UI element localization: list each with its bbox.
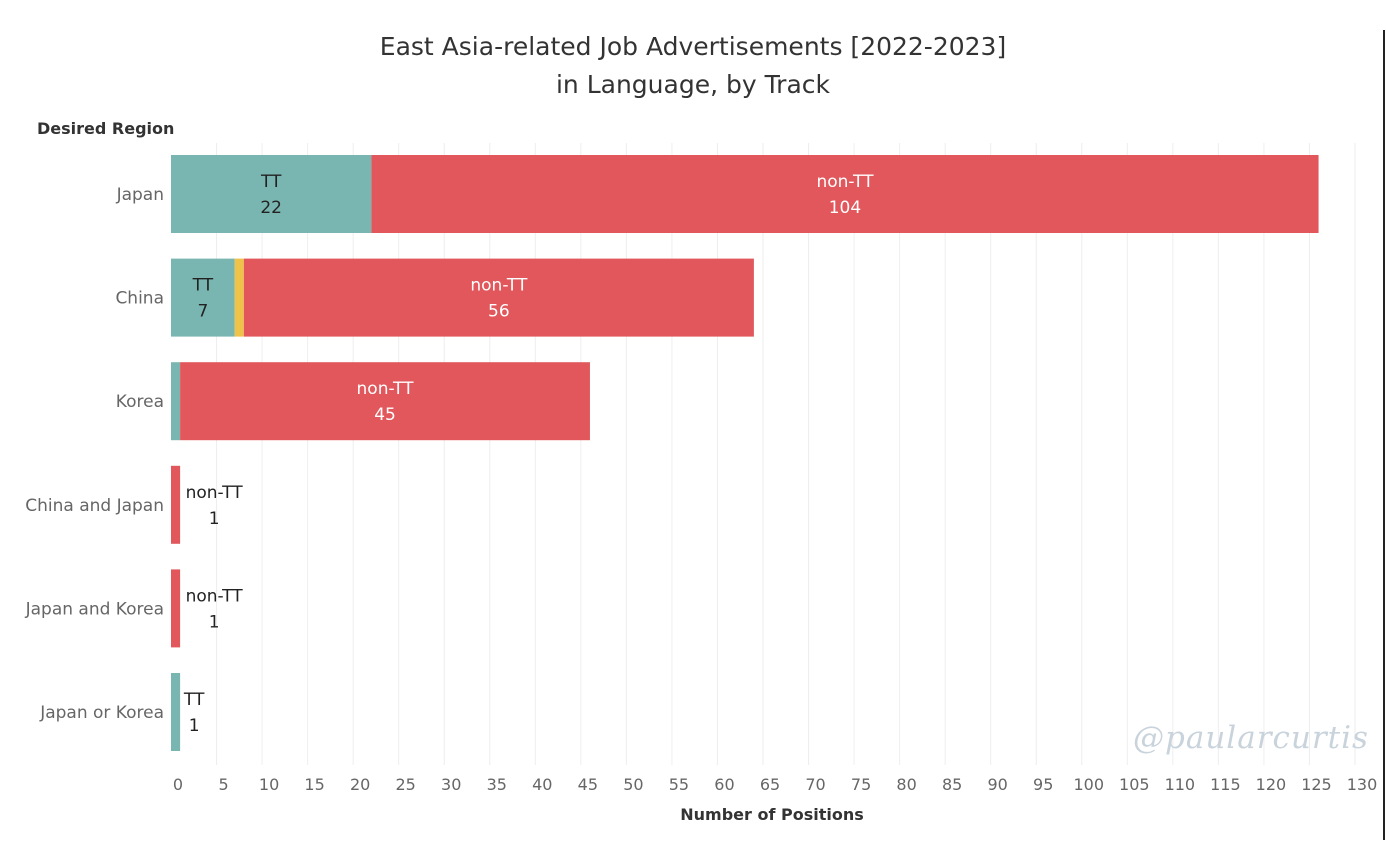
row-label-china: China [115, 289, 164, 309]
x-tick-label: 55 [669, 775, 689, 794]
x-tick-label: 45 [578, 775, 598, 794]
x-axis-title: Number of Positions [680, 805, 864, 824]
x-tick-label: 130 [1347, 775, 1378, 794]
row-label-japan-or-korea: Japan or Korea [39, 703, 164, 723]
y-axis-title: Desired Region [37, 119, 175, 138]
segment-label-korea-non-tt: non-TT [357, 379, 415, 399]
segment-label-japan-and-korea-non-tt: non-TT [186, 586, 244, 606]
chart-title: East Asia-related Job Advertisements [20… [0, 28, 1386, 104]
bar-china-and-japan-non-tt [171, 465, 181, 544]
x-tick-label: 35 [487, 775, 507, 794]
x-axis-ticks: 0 5 10 15 20 25 30 35 40 45 50 55 60 65 70 75 80 85 90 95 10… [173, 775, 1377, 794]
bar-korea-tt [171, 362, 181, 441]
frame-edge [1383, 30, 1385, 840]
segment-label-china-and-japan-non-tt: non-TT [186, 483, 244, 503]
bar-china-tt [171, 258, 235, 337]
segment-value-china-non-tt: 56 [488, 302, 510, 322]
bar-japan-or-korea-tt [171, 673, 181, 751]
bar-japan-and-korea-non-tt [171, 569, 181, 648]
segment-value-japan-non-tt: 104 [829, 198, 861, 218]
x-tick-label: 105 [1119, 775, 1150, 794]
grid-lines [216, 143, 1356, 765]
row-label-japan-and-korea: Japan and Korea [25, 599, 164, 619]
segment-value-china-tt: 7 [197, 302, 208, 322]
x-tick-label: 100 [1073, 775, 1104, 794]
bar-china-series-1 [234, 258, 244, 337]
segment-label-china-tt: TT [192, 276, 214, 296]
x-tick-label: 75 [851, 775, 871, 794]
x-tick-label: 15 [304, 775, 324, 794]
x-tick-label: 85 [942, 775, 962, 794]
x-tick-label: 70 [805, 775, 825, 794]
x-tick-label: 90 [988, 775, 1008, 794]
segment-label-japan-or-korea-tt: TT [183, 690, 205, 710]
x-tick-label: 40 [532, 775, 552, 794]
x-tick-label: 110 [1165, 775, 1196, 794]
bar-korea-non-tt [180, 362, 590, 441]
x-tick-label: 115 [1210, 775, 1241, 794]
chart-title-line-1: East Asia-related Job Advertisements [20… [379, 32, 1007, 61]
segment-label-japan-non-tt: non-TT [816, 172, 874, 192]
x-tick-label: 20 [350, 775, 370, 794]
segment-value-japan-tt: 22 [260, 198, 282, 218]
segment-value-japan-or-korea-tt: 1 [189, 716, 200, 736]
x-tick-label: 125 [1301, 775, 1332, 794]
x-tick-label: 10 [259, 775, 279, 794]
x-tick-label: 60 [714, 775, 734, 794]
segment-labels: TT 22 non-TT 104 TT 7 non-TT 56 non-TT 45 non-TT 1 n… [183, 172, 874, 736]
x-tick-label: 0 [173, 775, 183, 794]
x-tick-label: 80 [896, 775, 916, 794]
row-label-china-and-japan: China and Japan [25, 496, 164, 516]
x-tick-label: 50 [623, 775, 643, 794]
segment-value-china-and-japan-non-tt: 1 [209, 509, 220, 529]
bar-japan-tt [171, 155, 372, 233]
watermark: @paularcurtis [1133, 720, 1369, 756]
row-label-korea: Korea [116, 392, 164, 412]
x-tick-label: 25 [396, 775, 416, 794]
row-label-japan: Japan [116, 185, 164, 205]
segment-value-japan-and-korea-non-tt: 1 [209, 612, 220, 632]
x-tick-label: 120 [1256, 775, 1287, 794]
bar-japan-non-tt [371, 155, 1319, 233]
x-tick-label: 65 [760, 775, 780, 794]
chart-title-line-2: in Language, by Track [555, 70, 831, 99]
segment-value-korea-non-tt: 45 [374, 405, 396, 425]
x-tick-label: 95 [1033, 775, 1053, 794]
row-labels: Japan China Korea China and Japan Japan and … [25, 185, 164, 723]
segment-label-china-non-tt: non-TT [470, 276, 528, 296]
x-tick-label: 5 [218, 775, 228, 794]
bar-china-non-tt [243, 258, 754, 337]
segment-label-japan-tt: TT [260, 172, 282, 192]
x-tick-label: 30 [441, 775, 461, 794]
bars [171, 155, 1319, 751]
